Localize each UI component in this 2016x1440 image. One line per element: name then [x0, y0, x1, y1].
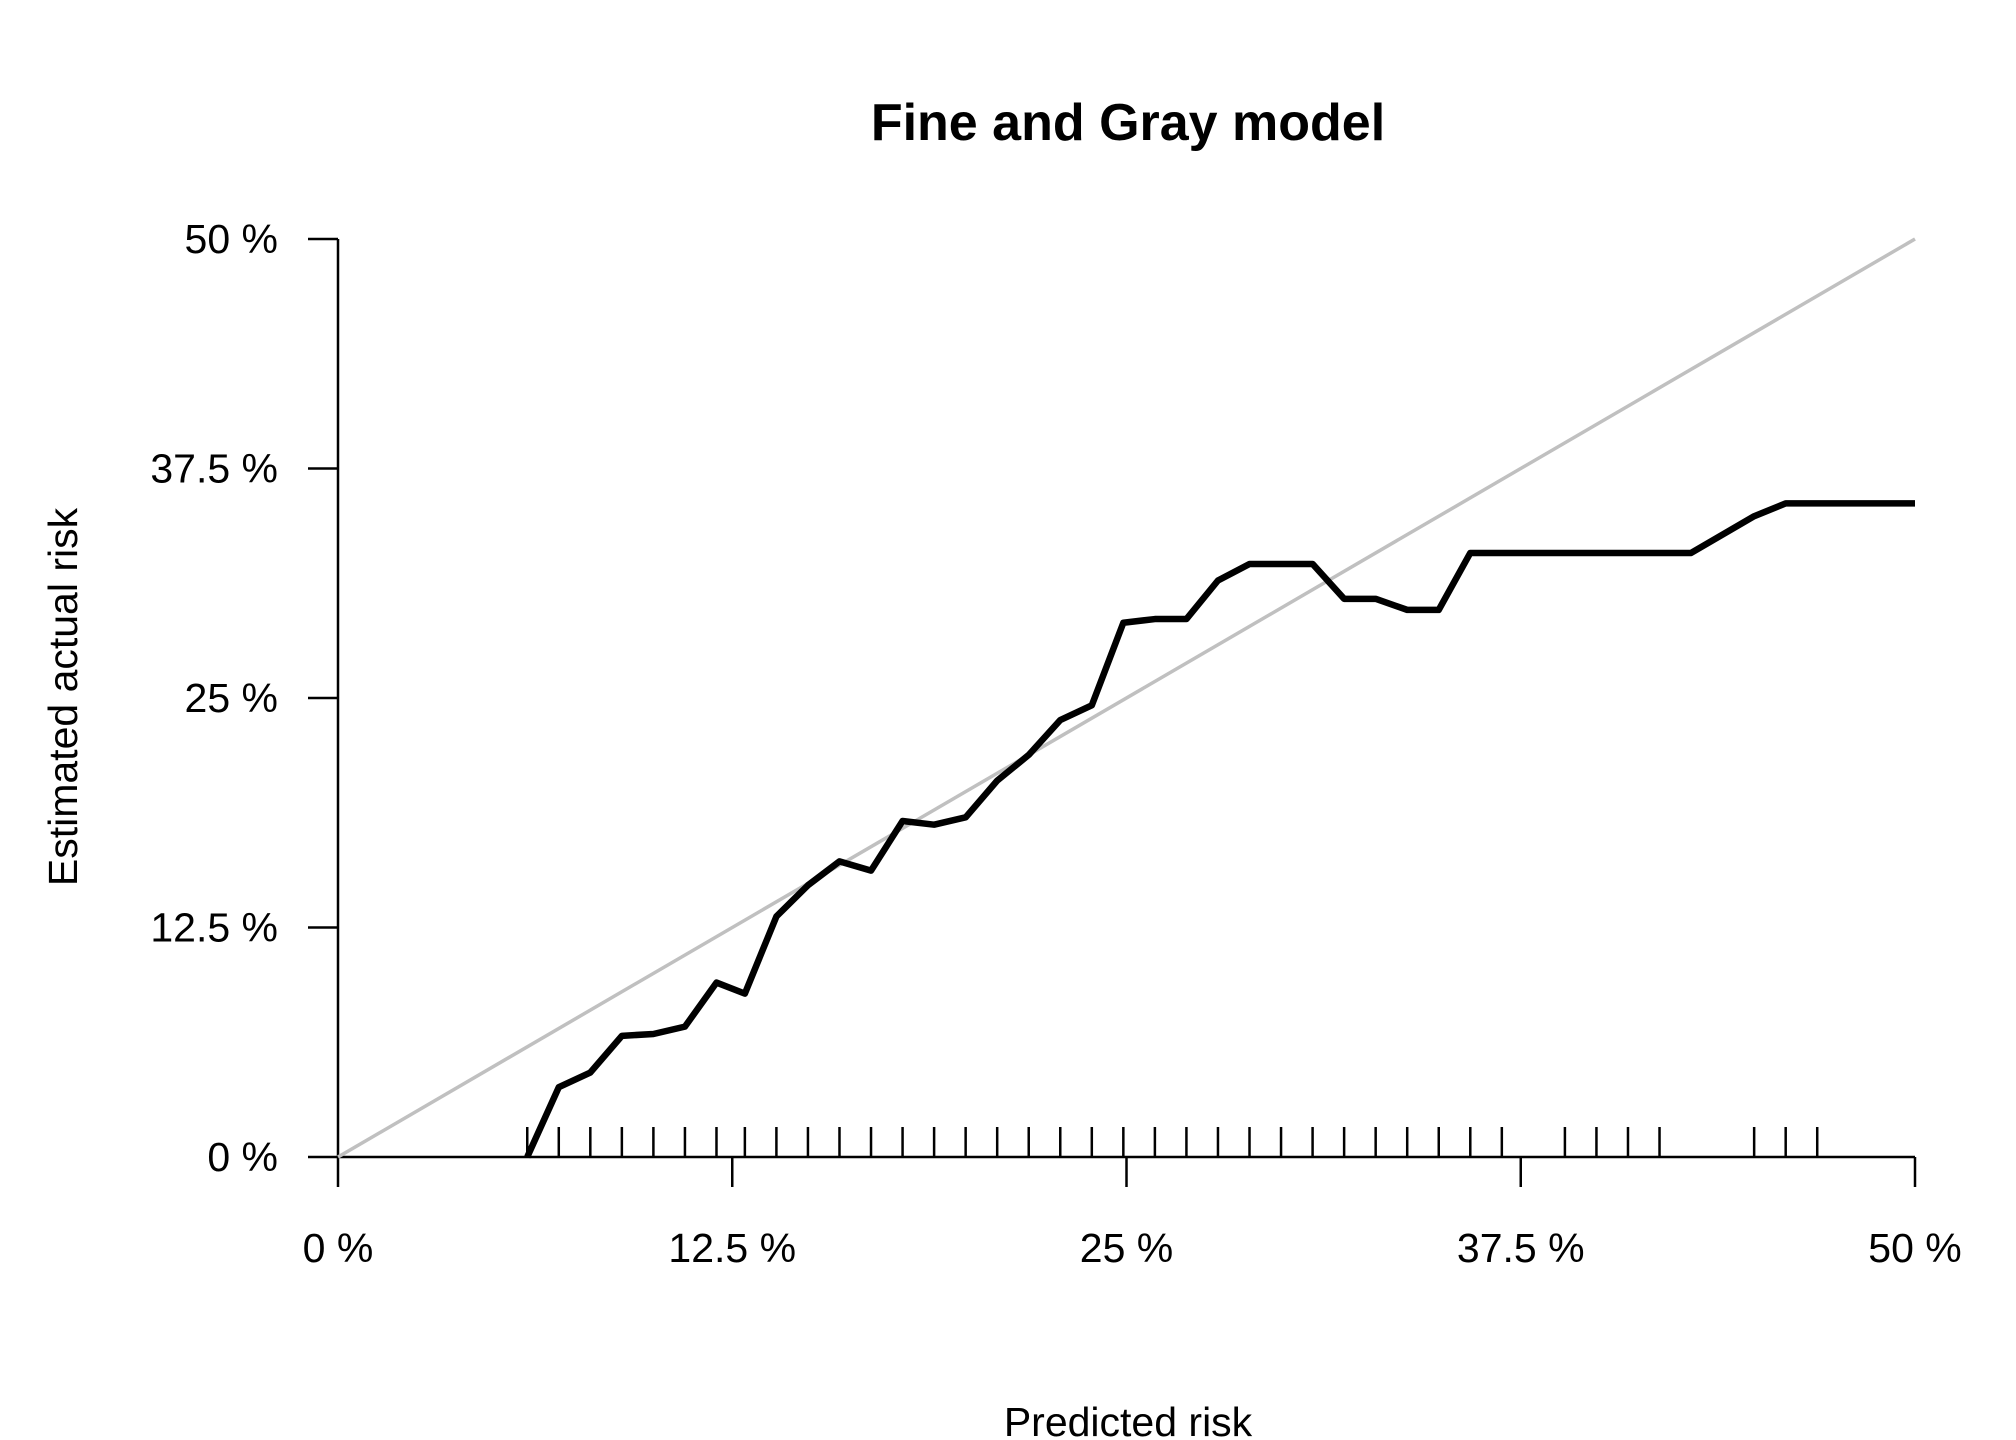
reference-diagonal-line: [337, 237, 1916, 1159]
y-tick-label: 12.5 %: [150, 905, 278, 951]
x-tick-label: 0 %: [303, 1225, 374, 1271]
x-tick-label: 12.5 %: [668, 1225, 796, 1271]
x-tick-label: 25 %: [1080, 1225, 1173, 1271]
x-tick-label: 50 %: [1868, 1225, 1961, 1271]
plot-area: 0 % 12.5 % 25 % 37.5 % 50 % 0 % 12.5 % 25 % 37.5…: [150, 216, 1961, 1271]
chart-title: Fine and Gray model: [871, 94, 1385, 152]
y-tick-label: 0 %: [207, 1134, 278, 1180]
y-axis-label: Estimated actual risk: [40, 507, 86, 886]
x-tick-label: 37.5 %: [1457, 1225, 1585, 1271]
y-tick-label: 37.5 %: [150, 446, 278, 492]
x-axis-label: Predicted risk: [1004, 1399, 1253, 1440]
calibration-curve-line: [524, 500, 1915, 1159]
y-tick-label: 25 %: [185, 675, 278, 721]
y-tick-label: 50 %: [185, 216, 278, 262]
